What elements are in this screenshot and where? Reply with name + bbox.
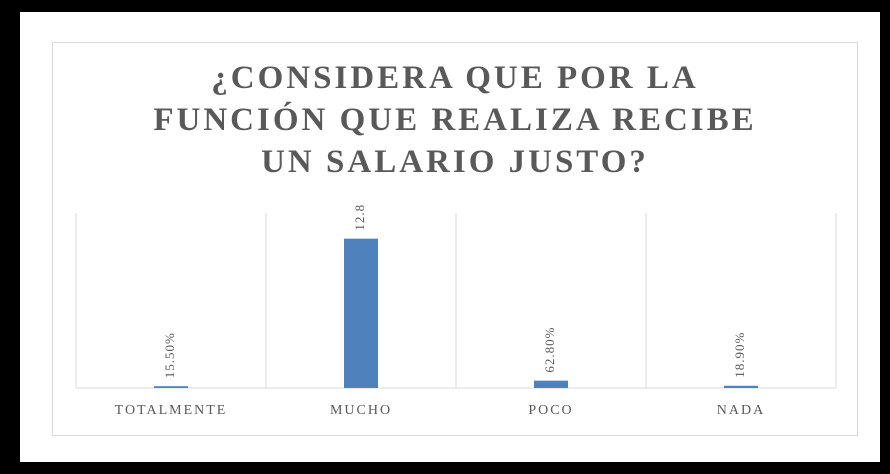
x-tick-label: MUCHO: [330, 403, 392, 418]
data-label: 12.8: [352, 204, 367, 231]
chart-area: ¿CONSIDERA QUE POR LA FUNCIÓN QUE REALIZ…: [52, 42, 858, 436]
x-tick-label: NADA: [717, 403, 765, 418]
bar: [154, 386, 188, 388]
chart: TOTALMENTE 15.50% MUCHO 12.8 POCO 62.80% NADA 1…: [75, 204, 837, 418]
data-label: 62.80%: [542, 327, 557, 373]
frame: ¿CONSIDERA QUE POR LA FUNCIÓN QUE REALIZ…: [20, 12, 880, 462]
bar: [534, 380, 568, 388]
data-label: 18.90%: [732, 332, 747, 378]
x-tick-label: POCO: [528, 403, 573, 418]
chart-title: ¿CONSIDERA QUE POR LA FUNCIÓN QUE REALIZ…: [153, 60, 757, 180]
bar: [344, 238, 378, 388]
x-tick-label: TOTALMENTE: [115, 403, 228, 418]
data-label: 15.50%: [162, 332, 177, 378]
bar: [724, 385, 758, 388]
